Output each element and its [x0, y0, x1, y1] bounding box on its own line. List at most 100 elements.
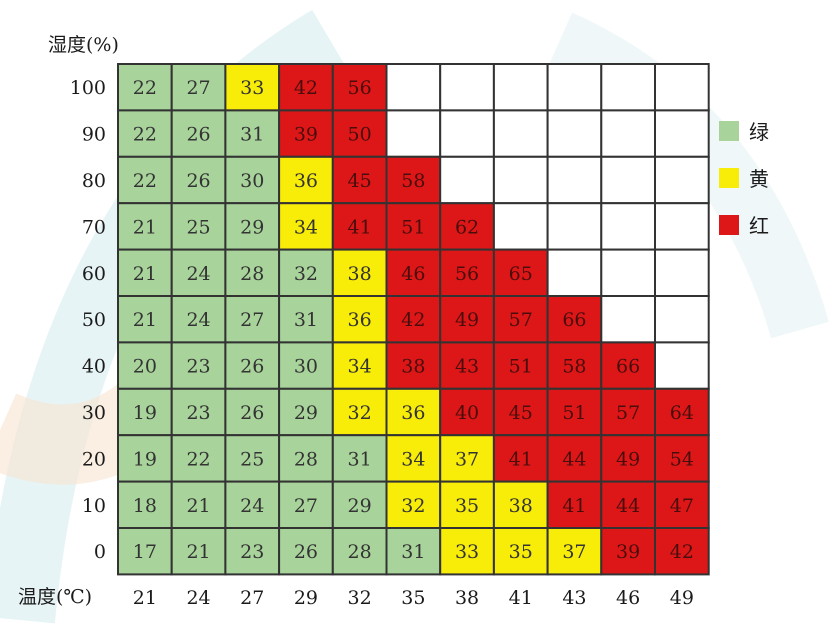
cell-value-label: 29: [240, 216, 264, 238]
cell-value-label: 51: [562, 402, 586, 424]
y-tick-label: 30: [82, 402, 106, 424]
heat-cell: [600, 295, 656, 344]
x-tick-label: 38: [455, 587, 479, 609]
heat-cell: [546, 387, 603, 437]
legend-swatch: [719, 121, 739, 141]
heat-cell: [492, 63, 549, 112]
cell-value-label: 31: [348, 448, 372, 470]
cell-value-label: 24: [240, 495, 264, 517]
cell-value-label: 25: [186, 216, 210, 238]
heat-cell: [654, 63, 710, 112]
x-tick-label: 32: [348, 587, 372, 609]
heat-cell: [331, 434, 388, 483]
heat-cell: [117, 63, 173, 112]
x-tick-label: 49: [670, 587, 694, 609]
heat-cell: [600, 434, 656, 483]
cell-value-label: 27: [294, 495, 318, 517]
y-axis-label: 湿度(%): [48, 34, 119, 56]
heat-cell: [224, 387, 281, 437]
heat-cell: [546, 248, 603, 298]
cell-value-label: 26: [186, 170, 210, 192]
legend-label: 黄: [749, 167, 769, 191]
cell-value-label: 19: [133, 448, 157, 470]
cell-value-label: 23: [186, 402, 210, 424]
cell-value-label: 34: [401, 448, 425, 470]
cell-value-label: 29: [294, 402, 318, 424]
cell-value-label: 57: [509, 309, 533, 331]
cell-value-label: 21: [133, 216, 157, 238]
x-axis-label: 温度(℃): [18, 586, 92, 608]
heat-cell: [600, 341, 656, 390]
cell-value-label: 27: [240, 309, 264, 331]
cell-value-label: 66: [616, 356, 640, 378]
heat-cell: [385, 341, 442, 390]
y-tick-label: 60: [82, 263, 106, 285]
heat-cell: [439, 63, 495, 112]
cell-value-label: 51: [509, 356, 533, 378]
cell-value-label: 31: [401, 541, 425, 563]
cell-value-label: 26: [186, 124, 210, 146]
cell-value-label: 28: [348, 541, 372, 563]
cell-value-label: 38: [401, 356, 425, 378]
cell-value-label: 39: [294, 124, 318, 146]
y-tick-label: 70: [82, 216, 106, 238]
legend-swatch: [719, 168, 739, 188]
cell-value-label: 21: [186, 495, 210, 517]
cell-value-label: 20: [133, 356, 157, 378]
cell-value-label: 42: [294, 77, 318, 99]
cell-value-label: 42: [670, 541, 694, 563]
cell-value-label: 22: [133, 124, 157, 146]
heat-cell: [278, 155, 334, 205]
cell-value-label: 66: [562, 309, 586, 331]
heat-cell: [385, 248, 442, 298]
legend-label: 绿: [749, 120, 769, 144]
heat-cell: [224, 109, 281, 158]
heat-cell: [654, 155, 710, 205]
heat-cell: [170, 155, 227, 205]
cell-value-label: 44: [562, 448, 586, 470]
y-tick-label: 100: [70, 77, 106, 99]
heat-cell: [278, 480, 334, 530]
cell-value-label: 56: [348, 77, 372, 99]
heat-cell: [546, 109, 603, 158]
cell-value-label: 49: [616, 448, 640, 470]
x-tick-label: 27: [240, 587, 264, 609]
y-tick-label: 90: [82, 124, 106, 146]
heat-cell: [600, 202, 656, 251]
heat-cell: [278, 248, 334, 298]
cell-value-label: 34: [294, 216, 318, 238]
x-tick-label: 21: [133, 587, 157, 609]
legend-swatch: [719, 215, 739, 235]
heat-cell: [170, 387, 227, 437]
heat-cell: [117, 109, 173, 158]
heat-cell: [439, 341, 495, 390]
heat-cell: [600, 527, 656, 576]
heat-cell: [224, 155, 281, 205]
cell-value-label: 37: [455, 448, 479, 470]
cell-value-label: 36: [401, 402, 425, 424]
cell-value-label: 31: [240, 124, 264, 146]
x-tick-label: 41: [509, 587, 533, 609]
cell-value-label: 22: [186, 448, 210, 470]
cell-value-label: 38: [348, 263, 372, 285]
heat-cell: [546, 480, 603, 530]
cell-value-label: 21: [133, 263, 157, 285]
heat-cell: [492, 155, 549, 205]
cell-value-label: 21: [133, 309, 157, 331]
heat-cell: [117, 295, 173, 344]
cell-value-label: 32: [348, 402, 372, 424]
cell-value-label: 58: [562, 356, 586, 378]
heat-cell: [170, 109, 227, 158]
cell-value-label: 22: [133, 77, 157, 99]
cell-value-label: 62: [455, 216, 479, 238]
cell-value-label: 33: [240, 77, 264, 99]
cell-value-label: 46: [401, 263, 425, 285]
heat-cell: [278, 434, 334, 483]
heat-cell: [385, 63, 442, 112]
cell-value-label: 57: [616, 402, 640, 424]
heat-cell: [331, 248, 388, 298]
y-tick-label: 50: [82, 309, 106, 331]
cell-value-label: 41: [509, 448, 533, 470]
